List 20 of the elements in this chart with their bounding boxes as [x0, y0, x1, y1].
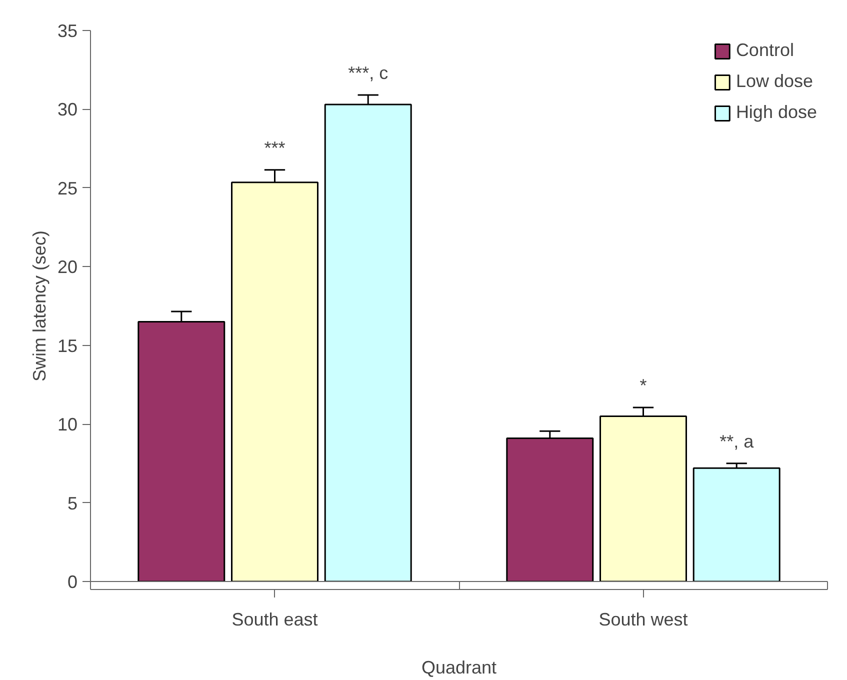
annotation: ***: [264, 138, 286, 158]
y-tick-label: 35: [57, 21, 78, 41]
x-axis-title: Quadrant: [421, 658, 497, 678]
bar: [692, 467, 780, 582]
legend-label: High dose: [736, 102, 817, 123]
y-tick-label: 20: [57, 257, 78, 278]
y-tick-label: 10: [57, 414, 78, 435]
annotation: *: [640, 376, 647, 396]
y-tick-label: 5: [67, 493, 78, 514]
x-tick-label: South east: [232, 610, 318, 630]
y-tick-label: 0: [67, 572, 78, 592]
y-tick-label: 25: [57, 178, 78, 198]
legend-label: Control: [736, 40, 794, 61]
annotation: **, a: [720, 431, 755, 452]
y-axis-title: Swim latency (sec): [29, 230, 50, 382]
legend-label: Low dose: [736, 71, 813, 92]
y-tick-label: 15: [57, 336, 78, 356]
annotation: ***, c: [348, 63, 388, 84]
y-tick-label: 30: [57, 100, 78, 120]
x-tick-label: South west: [598, 610, 688, 630]
